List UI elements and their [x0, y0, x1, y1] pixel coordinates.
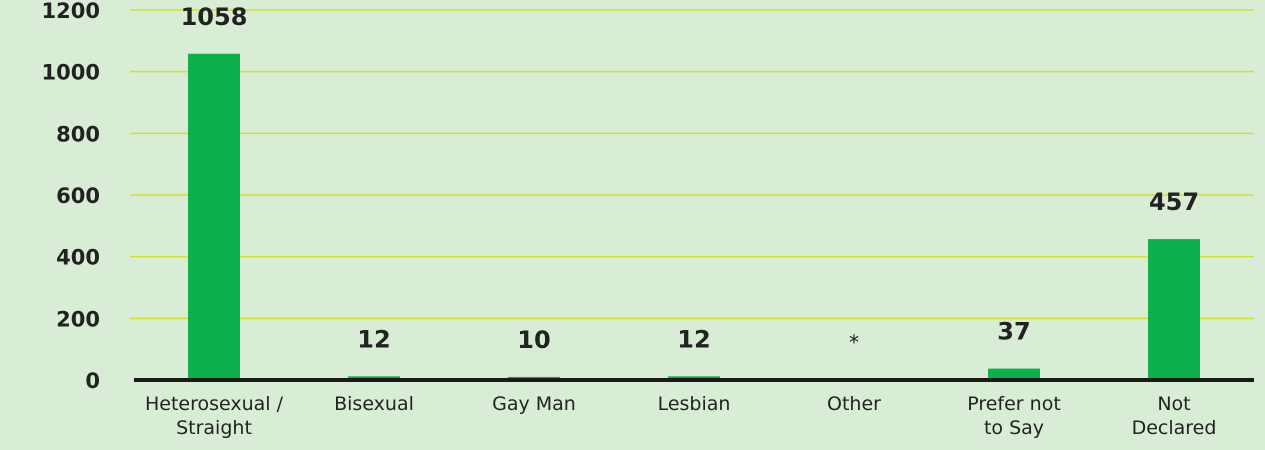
value-label: 1058 [181, 3, 248, 31]
value-label: 12 [357, 325, 390, 353]
y-tick-label: 400 [56, 246, 100, 270]
value-label: 457 [1149, 188, 1199, 216]
bar [988, 368, 1040, 380]
x-tick-label: Prefer not to Say [967, 393, 1061, 439]
x-tick-label: Lesbian [657, 393, 731, 415]
x-tick-label: Not Declared [1131, 393, 1217, 439]
x-tick-label: Gay Man [492, 393, 576, 415]
bar [1148, 239, 1200, 380]
y-tick-label: 1000 [42, 61, 100, 85]
value-label: 10 [517, 326, 550, 354]
x-tick-label: Bisexual [334, 393, 414, 415]
value-label: 37 [997, 318, 1030, 346]
y-tick-label: 800 [56, 122, 100, 146]
y-tick-label: 200 [56, 307, 100, 331]
bar [188, 53, 240, 381]
y-tick-label: 600 [56, 184, 100, 208]
x-tick-label: Other [827, 393, 881, 415]
x-tick-label: Heterosexual / Straight [144, 393, 284, 439]
value-label: * [849, 331, 859, 355]
value-label: 12 [677, 325, 710, 353]
y-tick-label: 1200 [42, 0, 100, 23]
y-tick-label: 0 [85, 369, 100, 393]
